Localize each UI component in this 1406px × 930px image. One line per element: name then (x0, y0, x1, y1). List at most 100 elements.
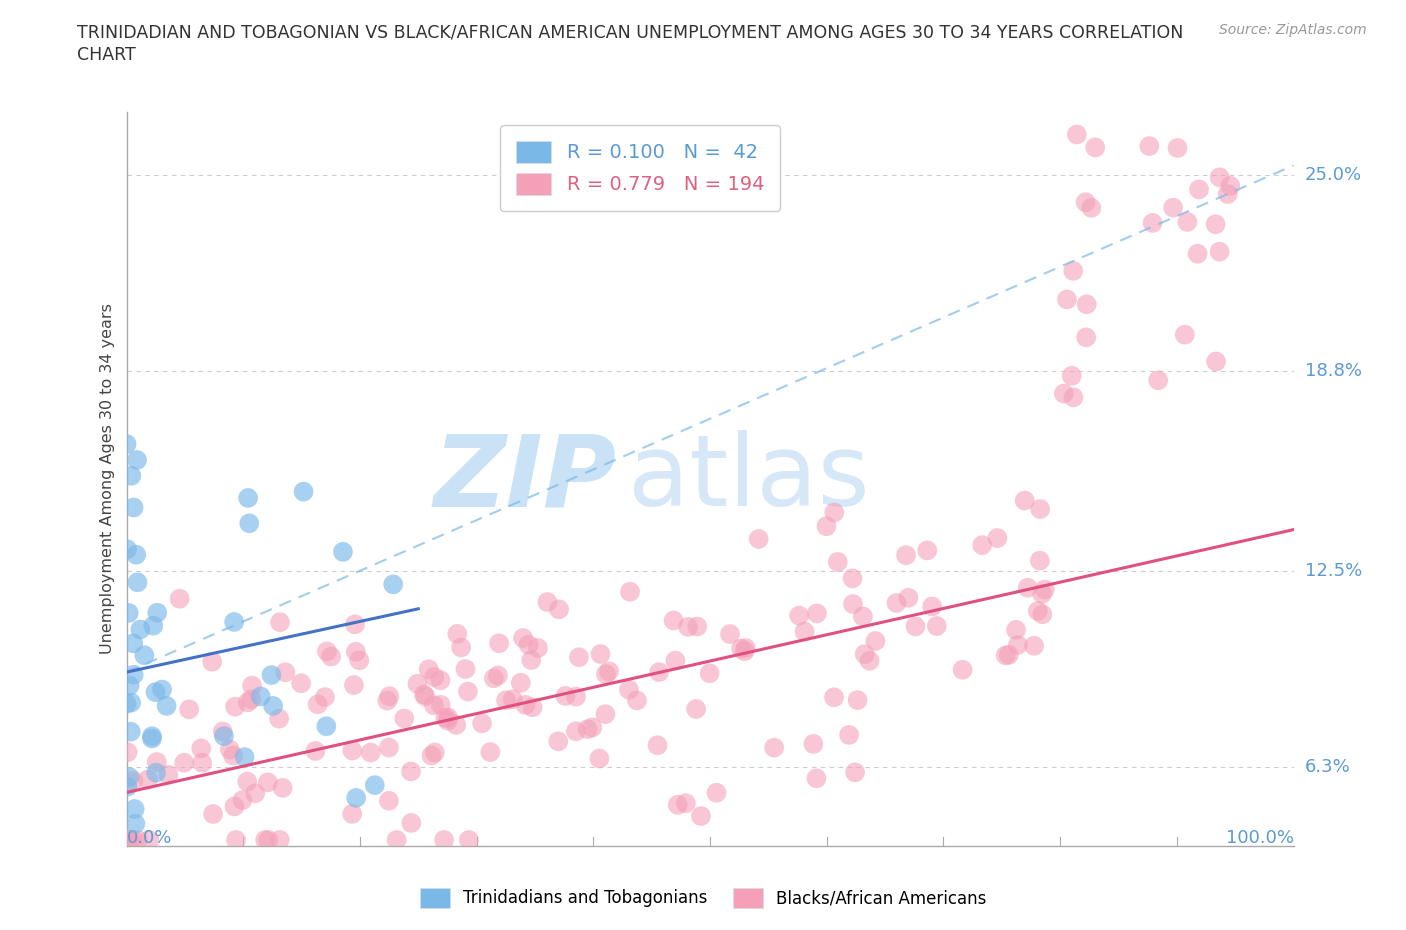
Point (150, 682, 173, 697)
Point (124, 817, 146, 831)
Point (666, 797, 689, 812)
Point (730, 641, 752, 656)
Point (617, 683, 640, 698)
Point (257, 775, 280, 790)
Point (120, 832, 142, 847)
Point (315, 719, 337, 734)
Point (120, 724, 142, 739)
Point (865, 633, 887, 648)
Point (803, 737, 825, 751)
Point (1029, 553, 1052, 568)
Point (915, 543, 938, 558)
Point (344, 790, 367, 805)
Point (457, 684, 479, 699)
Point (269, 711, 291, 726)
Point (827, 554, 849, 569)
Point (343, 678, 366, 693)
Point (925, 618, 948, 633)
Point (509, 675, 531, 690)
Point (1188, 182, 1211, 197)
Text: 18.8%: 18.8% (1305, 363, 1361, 380)
Point (1161, 200, 1184, 215)
Point (378, 793, 401, 808)
Point (763, 740, 786, 755)
Point (157, 767, 180, 782)
Point (240, 692, 263, 707)
Point (748, 532, 770, 547)
Point (136, 772, 159, 787)
Point (316, 644, 339, 658)
Point (1031, 587, 1053, 602)
Point (423, 698, 446, 712)
Point (1205, 217, 1227, 232)
Point (734, 641, 756, 656)
Point (565, 724, 588, 738)
Point (1062, 390, 1084, 405)
Point (1074, 194, 1097, 209)
Point (115, 541, 138, 556)
Point (145, 684, 167, 699)
Point (249, 689, 271, 704)
Point (344, 617, 367, 631)
Point (122, 773, 145, 788)
Point (191, 755, 214, 770)
Point (1029, 501, 1052, 516)
Point (554, 688, 576, 703)
Point (565, 689, 588, 704)
Point (342, 806, 364, 821)
Point (201, 654, 224, 669)
Point (842, 596, 865, 611)
Point (375, 693, 398, 708)
Point (1216, 187, 1239, 202)
Point (450, 640, 472, 655)
Point (332, 544, 354, 559)
Point (806, 606, 828, 621)
Point (245, 786, 267, 801)
Text: TRINIDADIAN AND TOBAGONIAN VS BLACK/AFRICAN AMERICAN UNEMPLOYMENT AMONG AGES 30 : TRINIDADIAN AND TOBAGONIAN VS BLACK/AFRI… (77, 23, 1184, 41)
Point (1060, 368, 1083, 383)
Point (527, 641, 550, 656)
Point (269, 832, 291, 847)
Point (173, 755, 195, 770)
Point (429, 672, 451, 687)
Point (399, 764, 422, 778)
Point (118, 678, 141, 693)
Point (423, 670, 446, 684)
Point (406, 676, 429, 691)
Point (841, 571, 863, 586)
Point (224, 699, 246, 714)
Point (124, 802, 146, 817)
Point (626, 693, 648, 708)
Point (382, 577, 405, 591)
Point (378, 740, 401, 755)
Point (118, 605, 141, 620)
Point (852, 609, 875, 624)
Point (125, 453, 148, 468)
Point (169, 591, 191, 606)
Point (145, 765, 167, 780)
Point (212, 729, 235, 744)
Point (394, 711, 416, 726)
Point (418, 662, 440, 677)
Point (1076, 330, 1098, 345)
Point (271, 780, 294, 795)
Point (619, 584, 641, 599)
Point (482, 671, 505, 685)
Point (793, 624, 815, 639)
Point (548, 602, 571, 617)
Point (423, 745, 446, 760)
Point (231, 792, 253, 807)
Point (236, 774, 259, 789)
Point (202, 806, 225, 821)
Point (238, 516, 260, 531)
Point (260, 668, 283, 683)
Point (1053, 386, 1076, 401)
Point (662, 613, 685, 628)
Point (117, 745, 139, 760)
Point (224, 799, 246, 814)
Point (385, 832, 408, 847)
Point (787, 608, 810, 623)
Point (122, 636, 145, 651)
Point (576, 722, 599, 737)
Legend: Trinidadians and Tobagonians, Blacks/African Americans: Trinidadians and Tobagonians, Blacks/Afr… (413, 882, 993, 914)
